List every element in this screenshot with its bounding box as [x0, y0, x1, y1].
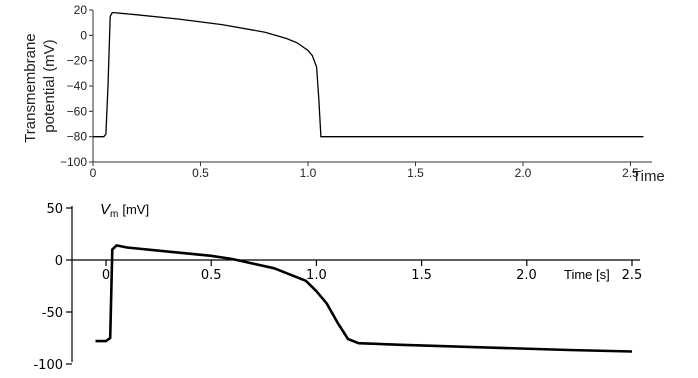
bottom-y-tick-label: 0: [55, 254, 63, 269]
top-chart: 20 0 −20 −40 −60 −80 −100 0 0.5 1.0 1.5 2.0 2.5 Tra…: [22, 3, 665, 185]
bottom-y-tick-label: -100: [33, 358, 63, 373]
bottom-y-axis-label-unit: [mV]: [122, 202, 149, 217]
top-y-tick-label: −80: [67, 130, 88, 144]
bottom-y-tick-label: 50: [46, 202, 63, 217]
top-x-tick-label: 1.5: [407, 166, 424, 180]
bottom-x-tick-label: 2.5: [622, 268, 643, 283]
bottom-x-tick-label: 0: [102, 268, 110, 283]
bottom-y-axis-label: Vm [mV]: [100, 201, 149, 220]
top-x-tick-label: 2.5: [622, 166, 639, 180]
bottom-series-line: [95, 244, 633, 353]
top-y-tick-label: −100: [60, 155, 87, 169]
top-series-line: [93, 11, 644, 138]
bottom-y-axis-label-sub: m: [110, 209, 118, 220]
bottom-x-tick-label: 2.0: [516, 268, 537, 283]
top-y-axis-label-line1: Transmembrane: [22, 33, 39, 142]
top-x-tick-label: 2.0: [515, 166, 532, 180]
top-y-tick-label: −60: [67, 104, 88, 118]
top-y-axis-label: Transmembrane potential (mV): [22, 29, 58, 143]
bottom-y-tick-label: -50: [42, 306, 63, 321]
bottom-x-tick-label: 1.5: [411, 268, 432, 283]
bottom-chart: 50 0 -50 -100 0 0.5 1.0 1.5 2.0 2.5 Vm [mV] Time …: [33, 201, 642, 373]
top-x-axis-label: Time: [632, 168, 665, 185]
bottom-x-tick-label: 0.5: [201, 268, 222, 283]
top-y-tick-label: 20: [74, 3, 88, 17]
bottom-x-axis-label: Time [s]: [564, 267, 610, 282]
bottom-y-axis-label-v: V: [100, 201, 112, 218]
top-y-tick-label: −40: [67, 79, 88, 93]
top-y-tick-label: −20: [67, 54, 88, 68]
top-y-tick-label: 0: [80, 28, 87, 42]
top-x-tick-label: 0.5: [192, 166, 209, 180]
top-x-tick-label: 1.0: [300, 166, 317, 180]
top-x-tick-label: 0: [90, 166, 97, 180]
top-y-axis-label-line2: potential (mV): [41, 39, 58, 132]
bottom-x-tick-label: 1.0: [306, 268, 327, 283]
